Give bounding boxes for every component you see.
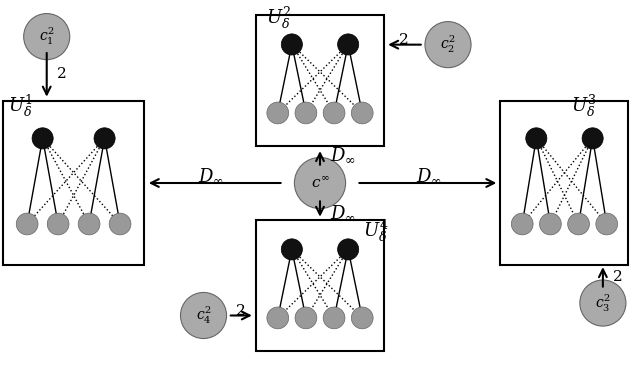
Ellipse shape — [323, 102, 345, 124]
Ellipse shape — [582, 128, 603, 149]
Text: $2$: $2$ — [235, 303, 245, 318]
Text: $U^4_\delta$: $U^4_\delta$ — [363, 217, 389, 244]
Ellipse shape — [526, 128, 547, 149]
Text: $c^2_4$: $c^2_4$ — [196, 305, 211, 326]
Text: $c^2_3$: $c^2_3$ — [595, 292, 611, 314]
Text: $U^1_\delta$: $U^1_\delta$ — [8, 92, 33, 119]
Text: $2$: $2$ — [56, 66, 66, 81]
Ellipse shape — [511, 213, 533, 235]
Text: $D_\infty$: $D_\infty$ — [198, 166, 224, 185]
Ellipse shape — [295, 307, 317, 329]
Text: $U^3_\delta$: $U^3_\delta$ — [571, 92, 596, 119]
Text: $2$: $2$ — [612, 269, 622, 284]
Text: $U^2_\delta$: $U^2_\delta$ — [266, 5, 291, 31]
Ellipse shape — [94, 128, 115, 149]
Ellipse shape — [282, 239, 303, 260]
Ellipse shape — [338, 239, 359, 260]
Text: $c^2_1$: $c^2_1$ — [39, 26, 54, 47]
Ellipse shape — [568, 213, 589, 235]
Ellipse shape — [267, 307, 289, 329]
Ellipse shape — [580, 280, 626, 326]
Ellipse shape — [338, 34, 359, 55]
Ellipse shape — [295, 102, 317, 124]
Text: $D_\infty$: $D_\infty$ — [416, 166, 442, 185]
Ellipse shape — [24, 14, 70, 60]
Ellipse shape — [294, 157, 346, 209]
Ellipse shape — [180, 292, 227, 339]
Ellipse shape — [540, 213, 561, 235]
Ellipse shape — [267, 102, 289, 124]
Text: $c^\infty$: $c^\infty$ — [310, 175, 330, 191]
Ellipse shape — [109, 213, 131, 235]
Ellipse shape — [16, 213, 38, 235]
Ellipse shape — [323, 307, 345, 329]
Bar — [500, 101, 628, 265]
Ellipse shape — [596, 213, 618, 235]
Text: $D_\infty$: $D_\infty$ — [330, 203, 356, 222]
Ellipse shape — [282, 34, 303, 55]
Ellipse shape — [351, 307, 373, 329]
Ellipse shape — [78, 213, 100, 235]
Ellipse shape — [425, 22, 471, 68]
Bar — [256, 15, 384, 146]
Text: $2$: $2$ — [398, 32, 408, 47]
Ellipse shape — [47, 213, 69, 235]
Ellipse shape — [32, 128, 53, 149]
Bar — [3, 101, 144, 265]
Text: $c^2_2$: $c^2_2$ — [440, 34, 456, 55]
Text: $D_\infty$: $D_\infty$ — [330, 145, 356, 164]
Ellipse shape — [351, 102, 373, 124]
Bar — [256, 220, 384, 351]
